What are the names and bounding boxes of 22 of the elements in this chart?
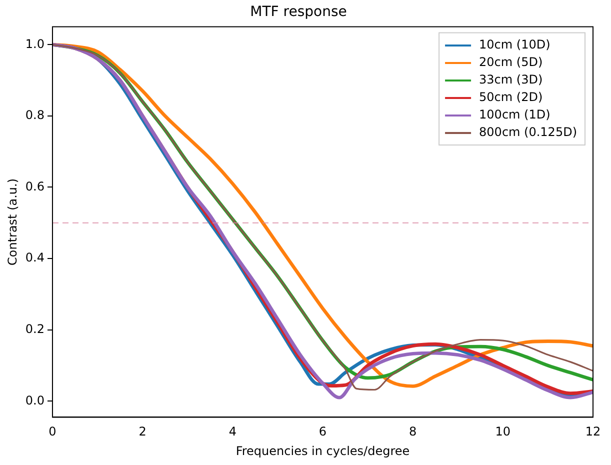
x-axis-title: Frequencies in cycles/degree [236, 444, 410, 458]
legend-label: 800cm (0.125D) [479, 125, 578, 140]
legend-label: 10cm (10D) [479, 38, 550, 52]
x-tick-label: 12 [585, 424, 601, 439]
x-tick-label: 8 [409, 424, 417, 439]
chart-title: MTF response [250, 4, 347, 20]
y-tick-label: 0.2 [25, 322, 44, 336]
y-axis-title: Contrast (a.u.) [5, 178, 20, 266]
legend-label: 33cm (3D) [479, 72, 543, 87]
x-tick-label: 6 [318, 424, 327, 439]
x-tick-label: 4 [228, 424, 236, 439]
legend-label: 50cm (2D) [479, 90, 543, 104]
x-tick-label: 2 [138, 424, 146, 439]
x-tick-label: 0 [48, 424, 56, 439]
y-tick-label: 0.8 [25, 108, 44, 122]
y-tick-label: 0.6 [25, 179, 44, 194]
legend-label: 100cm (1D) [479, 108, 550, 122]
y-tick-label: 0.4 [25, 250, 44, 265]
y-tick-label: 0.0 [25, 393, 44, 408]
legend-label: 20cm (5D) [479, 55, 543, 70]
x-tick-label: 10 [495, 424, 511, 439]
y-tick-label: 1.0 [25, 36, 44, 51]
